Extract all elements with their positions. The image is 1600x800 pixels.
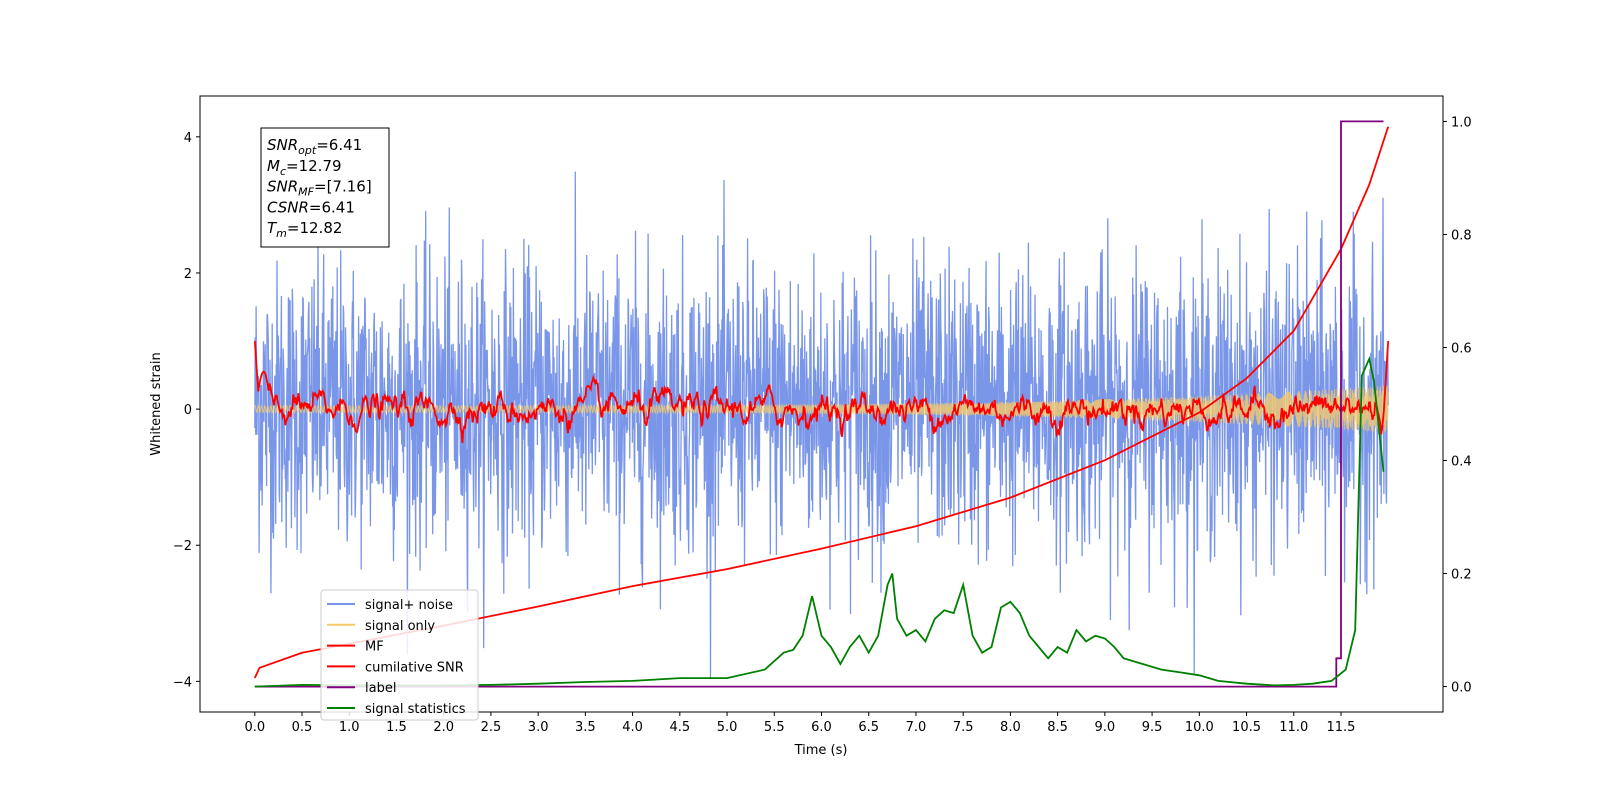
x-tick-label: 2.0 <box>433 720 454 735</box>
legend-entry: cumilative SNR <box>365 660 464 675</box>
y2-tick-label: 0.2 <box>1451 568 1472 583</box>
x-tick-label: 5.5 <box>764 720 785 735</box>
y-tick-label: 4 <box>184 131 192 146</box>
y2-tick-label: 0.4 <box>1451 455 1472 470</box>
legend-entry: label <box>365 681 396 696</box>
legend-entry: signal+ noise <box>365 598 453 613</box>
legend-entry: MF <box>365 640 384 655</box>
series-label <box>254 120 1384 688</box>
annotation-line: Mc=12.79 <box>267 157 342 178</box>
x-tick-label: 6.5 <box>858 720 879 735</box>
x-tick-label: 11.5 <box>1327 720 1356 735</box>
y-axis-label: Whitened strain <box>149 352 164 455</box>
y2-tick-label: 0.8 <box>1451 228 1472 243</box>
x-tick-label: 1.0 <box>339 720 360 735</box>
x-tick-label: 7.0 <box>906 720 927 735</box>
annotation-line: SNRopt=6.41 <box>267 136 362 157</box>
x-axis-label: Time (s) <box>794 743 848 758</box>
x-tick-label: 0.0 <box>244 720 265 735</box>
series-signal-statistics <box>254 355 1385 688</box>
annotation-box: SNRopt=6.41Mc=12.79SNRMF=[7.16]CSNR=6.41… <box>260 127 390 248</box>
x-tick-label: 7.5 <box>953 720 974 735</box>
x-axis-ticks: 0.0 0.5 1.0 1.5 2.0 2.5 3.0 3.5 4.0 4.5 5.0 5.5 6.0 6… <box>244 712 1355 735</box>
x-tick-label: 3.5 <box>575 720 596 735</box>
x-tick-label: 8.0 <box>1000 720 1021 735</box>
y2-axis-ticks: 0.0 0.2 0.4 0.6 0.8 1.0 <box>1443 115 1472 696</box>
x-tick-label: 6.0 <box>811 720 832 735</box>
x-tick-label: 10.0 <box>1185 720 1214 735</box>
x-tick-label: 5.0 <box>717 720 738 735</box>
x-tick-label: 11.0 <box>1279 720 1308 735</box>
x-tick-label: 9.5 <box>1142 720 1163 735</box>
y2-tick-label: 1.0 <box>1451 115 1472 130</box>
x-tick-label: 8.5 <box>1047 720 1068 735</box>
x-tick-label: 3.0 <box>528 720 549 735</box>
x-tick-label: 10.5 <box>1232 720 1261 735</box>
x-tick-label: 9.0 <box>1095 720 1116 735</box>
y-tick-label: −2 <box>173 539 192 554</box>
legend-entry: signal only <box>365 619 435 634</box>
legend-entry: signal statistics <box>365 702 466 717</box>
y-tick-label: 2 <box>184 267 192 282</box>
y-axis-ticks: −4 −2 0 2 4 <box>173 131 200 690</box>
annotation-line: Tm=12.82 <box>267 219 342 240</box>
series-mf <box>253 340 1390 444</box>
y-tick-label: 0 <box>184 403 192 418</box>
x-tick-label: 2.5 <box>481 720 502 735</box>
x-tick-label: 4.0 <box>622 720 643 735</box>
y2-tick-label: 0.0 <box>1451 681 1472 696</box>
y2-tick-label: 0.6 <box>1451 341 1472 356</box>
x-tick-label: 0.5 <box>292 720 313 735</box>
x-tick-label: 1.5 <box>386 720 407 735</box>
x-tick-label: 4.5 <box>669 720 690 735</box>
y-tick-label: −4 <box>173 675 192 690</box>
annotation-line: CSNR=6.41 <box>267 198 355 216</box>
annotation-line: SNRMF=[7.16] <box>267 178 372 199</box>
legend: signal+ noise signal only MF cumilative SNR… <box>320 589 479 721</box>
